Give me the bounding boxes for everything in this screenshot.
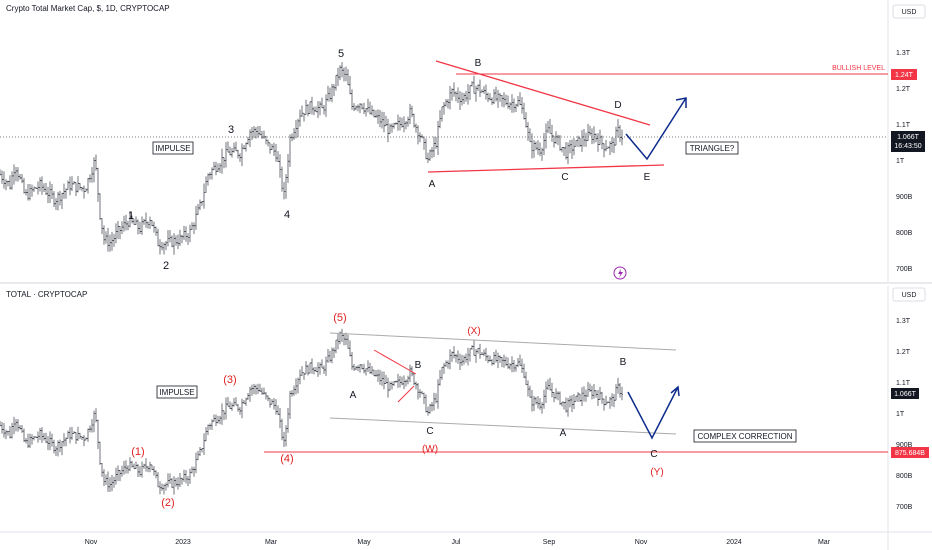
top-price-ticks: 1.3T 1.2T 1.1T 1T 900B 800B 700B	[896, 50, 913, 273]
bottom-wave-a1: A	[350, 390, 357, 401]
time-tick-label: Jul	[452, 539, 461, 546]
bottom-level-price-tag	[891, 447, 929, 458]
channel-lower-line	[329, 417, 677, 435]
bottom-price-ticks: 1.3T 1.2T 1.1T 1T 900B 800B 700B	[896, 318, 913, 511]
bottom-wave-b2: B	[620, 357, 627, 368]
top-wave-3: 3	[228, 124, 234, 136]
bottom-usd-label: USD	[902, 292, 917, 299]
price-tick-label: 1T	[896, 411, 905, 418]
top-wave-D: D	[614, 100, 621, 111]
bottom-candles-group	[0, 328, 623, 495]
top-wave-A: A	[429, 179, 436, 190]
bottom-wave-b1: B	[415, 360, 422, 371]
price-tick-label: 1.3T	[896, 318, 911, 325]
impulse-label-bottom: IMPULSE	[159, 388, 194, 397]
bottom-wave-W: (W)	[422, 444, 438, 455]
channel-upper-line	[329, 332, 677, 351]
bottom-wave-1: (1)	[131, 446, 144, 458]
price-tick-label: 800B	[896, 230, 913, 237]
triangle-lower-line	[427, 164, 665, 173]
top-chart-title: Crypto Total Market Cap, $, 1D, CRYPTOCA…	[6, 4, 170, 13]
top-candles-group	[0, 62, 623, 255]
bottom-blue-projection	[627, 386, 679, 440]
time-tick-label: Mar	[265, 539, 278, 546]
top-wave-E: E	[644, 172, 651, 183]
triangle-label: TRIANGLE?	[690, 144, 735, 153]
price-tick-label: 800B	[896, 473, 913, 480]
bottom-current-price-tag	[891, 388, 919, 399]
price-tick-label: 700B	[896, 504, 913, 511]
time-tick-label: Sep	[543, 539, 556, 546]
top-bullish-price-text: 1.24T	[895, 72, 914, 79]
impulse-box-bottom	[156, 385, 198, 399]
time-tick-label: Nov	[85, 539, 98, 546]
price-tick-label: 700B	[896, 266, 913, 273]
top-wave-2: 2	[163, 260, 169, 272]
top-usd-box[interactable]	[892, 4, 926, 19]
red-short-line-2	[397, 385, 415, 403]
price-tick-label: 1.2T	[896, 349, 911, 356]
top-wave-4: 4	[284, 209, 290, 221]
time-tick-label: Mar	[818, 539, 831, 546]
bullish-level-label: BULLISH LEVEL	[832, 65, 885, 72]
bottom-wave-c1: C	[426, 426, 433, 437]
complex-correction-box	[693, 429, 797, 443]
bottom-wave-4: (4)	[280, 453, 293, 465]
top-usd-label: USD	[902, 9, 917, 16]
top-bullish-price-tag	[891, 69, 917, 80]
time-tick-label: May	[357, 539, 371, 546]
complex-correction-label: COMPLEX CORRECTION	[697, 432, 792, 441]
bottom-wave-3: (3)	[223, 374, 236, 386]
triangle-upper-line	[435, 60, 651, 126]
price-tick-label: 900B	[896, 194, 913, 201]
bottom-chart-title: TOTAL · CRYPTOCAP	[6, 290, 88, 299]
bottom-blue-arrowhead	[670, 385, 680, 397]
bottom-wave-a2: A	[560, 428, 567, 439]
red-short-line-1	[373, 349, 417, 375]
bottom-wave-c2: C	[650, 449, 657, 460]
bottom-usd-box[interactable]	[892, 287, 926, 302]
price-tick-label: 1.1T	[896, 380, 911, 387]
top-current-price-text: 1.066T	[897, 134, 920, 141]
bottom-level-price-text: 875.684B	[895, 450, 925, 457]
top-blue-projection	[625, 97, 687, 161]
price-tick-label: 1.3T	[896, 50, 911, 57]
top-wave-5: 5	[338, 48, 344, 60]
price-tick-label: 1.1T	[896, 122, 911, 129]
top-wave-1: 1	[128, 210, 134, 222]
top-wave-B: B	[475, 58, 482, 69]
top-wave-C: C	[561, 172, 568, 183]
lightning-glyph	[618, 269, 623, 278]
price-tick-label: 900B	[896, 442, 913, 449]
bottom-current-price-text: 1.066T	[894, 391, 917, 398]
bottom-wave-Y: (Y)	[650, 467, 663, 478]
top-countdown-text: 16:43:50	[894, 143, 921, 150]
impulse-label-top: IMPULSE	[155, 144, 190, 153]
time-tick-label: 2024	[726, 539, 742, 546]
time-axis-ticks: Nov 2023 Mar May Jul Sep Nov 2024 Mar	[85, 539, 831, 546]
top-blue-arrowhead	[675, 97, 687, 108]
triangle-box	[685, 141, 739, 155]
impulse-box-top	[152, 141, 194, 155]
price-tick-label: 1.2T	[896, 86, 911, 93]
time-tick-label: 2023	[175, 539, 191, 546]
bottom-wave-2: (2)	[161, 497, 174, 509]
price-tick-label: 1T	[896, 158, 905, 165]
top-current-price-tag	[891, 131, 925, 152]
bottom-wave-5: (5)	[333, 312, 346, 324]
bottom-wave-X: (X)	[467, 326, 480, 337]
time-tick-label: Nov	[635, 539, 648, 546]
